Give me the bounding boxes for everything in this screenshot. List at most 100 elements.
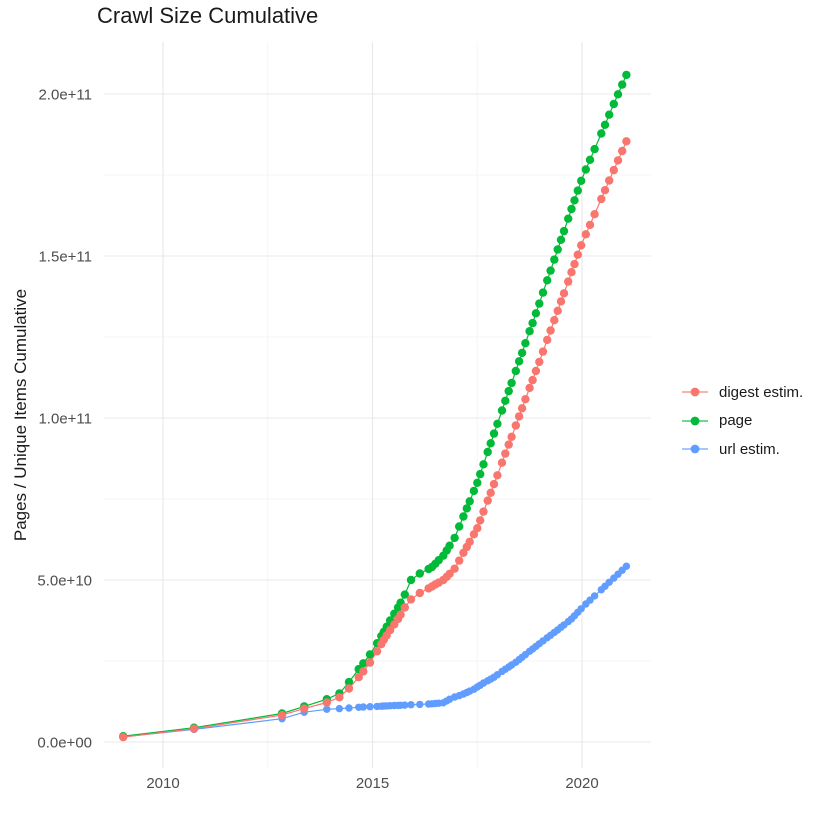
data-point-page [445, 541, 454, 550]
data-point-page [609, 99, 618, 109]
data-point-page [535, 299, 544, 308]
data-point-digest-estim [415, 588, 424, 598]
data-point-page [507, 378, 516, 388]
data-point-digest-estim [365, 658, 375, 667]
data-point-digest-estim [553, 306, 562, 315]
data-point-digest-estim [613, 156, 623, 165]
data-point-digest-estim [489, 479, 499, 489]
data-point-url-estim [590, 592, 599, 600]
chart-title: Crawl Size Cumulative [97, 3, 319, 28]
data-point-url-estim [366, 703, 374, 711]
data-point-digest-estim [535, 357, 544, 367]
y-tick-label: 1.5e+11 [38, 249, 92, 266]
data-point-digest-estim [550, 316, 559, 325]
data-point-digest-estim [577, 241, 586, 250]
data-point-digest-estim [525, 383, 534, 393]
data-point-digest-estim [546, 326, 555, 335]
data-point-page [546, 266, 555, 275]
data-point-page [504, 386, 513, 396]
x-tick-label: 2020 [565, 775, 598, 792]
legend-label: digest estim. [719, 383, 804, 401]
data-point-digest-estim [396, 610, 405, 619]
data-point-page [521, 339, 530, 348]
data-point-digest-estim [450, 564, 459, 573]
data-point-url-estim [323, 705, 331, 713]
data-point-page [597, 129, 606, 138]
data-point-digest-estim [559, 289, 569, 298]
data-point-page [564, 214, 573, 223]
legend-item-digest-estim: digest estim. [682, 378, 803, 407]
data-point-digest-estim [335, 693, 344, 702]
data-point-digest-estim [473, 524, 482, 533]
y-tick-label: 2.0e+11 [38, 87, 92, 104]
data-point-digest-estim [585, 220, 595, 230]
data-point-digest-estim [556, 297, 566, 306]
data-point-digest-estim [521, 395, 530, 404]
data-point-digest-estim [618, 146, 627, 156]
data-point-digest-estim [570, 259, 579, 269]
data-point-page [415, 569, 424, 578]
data-point-url-estim [345, 704, 353, 712]
data-point-page [528, 318, 537, 328]
data-point-page [570, 196, 579, 205]
data-point-url-estim [335, 704, 344, 713]
data-point-url-estim [359, 703, 367, 711]
data-point-digest-estim [573, 250, 582, 259]
data-point-page [462, 504, 471, 513]
data-point-digest-estim [605, 176, 614, 185]
data-point-page [543, 276, 552, 285]
data-point-page [473, 478, 482, 487]
data-point-digest-estim [504, 440, 513, 449]
data-point-digest-estim [514, 412, 524, 421]
data-point-digest-estim [531, 366, 541, 376]
data-point-digest-estim [486, 488, 495, 497]
data-point-page [365, 650, 375, 659]
data-point-page [573, 186, 582, 195]
data-point-digest-estim [597, 194, 606, 204]
y-tick-label: 1.0e+11 [38, 411, 92, 428]
data-point-digest-estim [581, 230, 590, 239]
data-point-page [618, 80, 627, 89]
data-point-digest-estim [385, 626, 395, 635]
data-point-digest-estim [277, 710, 287, 720]
data-point-digest-estim [590, 210, 599, 219]
data-point-digest-estim [400, 603, 409, 612]
data-point-url-estim [622, 562, 631, 570]
data-point-page [469, 486, 479, 496]
legend-item-url-estim: url estim. [682, 435, 803, 464]
y-tick-label: 0.0e+00 [37, 735, 92, 752]
data-point-digest-estim [507, 432, 516, 441]
data-point-digest-estim [497, 458, 507, 467]
legend-key-icon [682, 444, 708, 454]
data-point-digest-estim [479, 507, 488, 516]
data-point-page [622, 70, 631, 80]
data-point-digest-estim [469, 530, 479, 539]
data-point-page [400, 590, 409, 599]
data-point-page [556, 235, 566, 244]
data-point-digest-estim [609, 165, 618, 175]
data-point-page [483, 447, 492, 457]
data-point-digest-estim [189, 724, 199, 733]
legend-item-page: page [682, 407, 803, 436]
data-point-digest-estim [538, 347, 548, 356]
data-point-page [459, 512, 468, 521]
x-tick-label: 2015 [356, 775, 389, 792]
data-point-digest-estim [493, 471, 502, 480]
data-point-digest-estim [483, 496, 492, 505]
data-point-digest-estim [543, 335, 552, 345]
data-point-url-estim [416, 700, 424, 709]
data-point-page [581, 165, 590, 174]
data-point-page [585, 155, 595, 164]
legend-key-icon [682, 387, 708, 397]
data-point-page [577, 176, 586, 185]
data-point-page [476, 469, 485, 479]
data-point-page [497, 406, 507, 415]
data-point-page [553, 245, 562, 254]
data-point-digest-estim [300, 704, 309, 713]
data-point-page [493, 419, 502, 428]
data-point-digest-estim [600, 186, 610, 195]
data-point-digest-estim [455, 556, 464, 565]
data-point-url-estim [401, 701, 409, 709]
